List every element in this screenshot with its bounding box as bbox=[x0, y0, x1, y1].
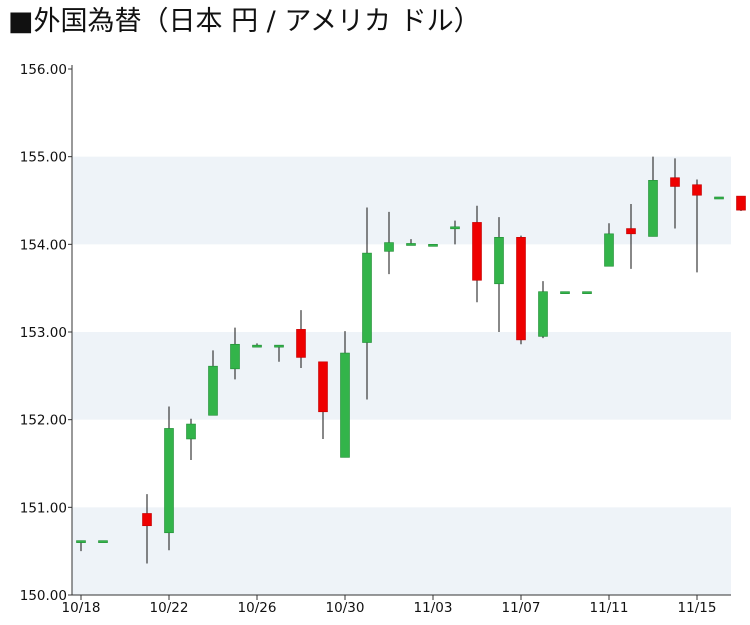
x-tick-label: 10/30 bbox=[326, 600, 365, 616]
candle-body bbox=[626, 228, 636, 235]
candle-body bbox=[252, 344, 262, 348]
candle-body bbox=[362, 252, 372, 343]
y-tick-label: 153.00 bbox=[20, 325, 67, 341]
x-tick-label: 11/11 bbox=[590, 600, 629, 616]
candle-body bbox=[670, 177, 680, 187]
y-tick-label: 152.00 bbox=[20, 413, 67, 429]
candle-body bbox=[472, 222, 482, 281]
candle-body bbox=[648, 180, 658, 237]
y-tick-label: 151.00 bbox=[20, 500, 67, 516]
x-tick-label: 11/03 bbox=[414, 600, 453, 616]
x-tick-label: 10/26 bbox=[238, 600, 277, 616]
candle-body bbox=[406, 243, 416, 246]
candle-body bbox=[714, 196, 724, 200]
candle-body bbox=[736, 195, 746, 211]
candle-body bbox=[164, 428, 174, 534]
candle-body bbox=[76, 540, 86, 543]
candle-body bbox=[582, 291, 592, 294]
candle-body bbox=[692, 184, 702, 196]
y-tick-label: 156.00 bbox=[20, 62, 67, 78]
chart-title: ■外国為替（日本 円 / アメリカ ドル） bbox=[8, 6, 481, 37]
candle-body bbox=[186, 423, 196, 440]
candle-body bbox=[538, 291, 548, 337]
grid-band bbox=[72, 507, 731, 595]
candle-body bbox=[142, 513, 152, 527]
grid-band bbox=[72, 156, 731, 245]
candle-body bbox=[296, 329, 306, 358]
candle-body bbox=[428, 244, 438, 247]
x-tick-label: 11/07 bbox=[502, 600, 541, 616]
candle-body bbox=[274, 344, 284, 348]
y-tick-label: 154.00 bbox=[20, 237, 67, 253]
candle-body bbox=[208, 365, 218, 416]
y-tick-label: 150.00 bbox=[20, 588, 67, 604]
candle-body bbox=[494, 237, 504, 285]
candle-body bbox=[604, 233, 614, 267]
grid-band bbox=[72, 332, 731, 420]
candle-body bbox=[98, 540, 108, 543]
candle-body bbox=[560, 291, 570, 294]
candle-body bbox=[318, 361, 328, 413]
candle-body bbox=[384, 242, 394, 252]
x-tick-label: 11/15 bbox=[678, 600, 717, 616]
candle-body bbox=[230, 343, 240, 370]
x-tick-label: 10/22 bbox=[150, 600, 189, 616]
y-tick-label: 155.00 bbox=[20, 150, 67, 166]
candle-body bbox=[340, 352, 350, 458]
candle-body bbox=[450, 226, 460, 230]
candle-body bbox=[516, 237, 526, 341]
x-tick-label: 10/18 bbox=[62, 600, 101, 616]
